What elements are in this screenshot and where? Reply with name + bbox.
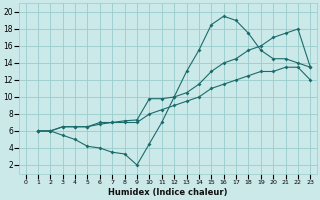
X-axis label: Humidex (Indice chaleur): Humidex (Indice chaleur) (108, 188, 228, 197)
